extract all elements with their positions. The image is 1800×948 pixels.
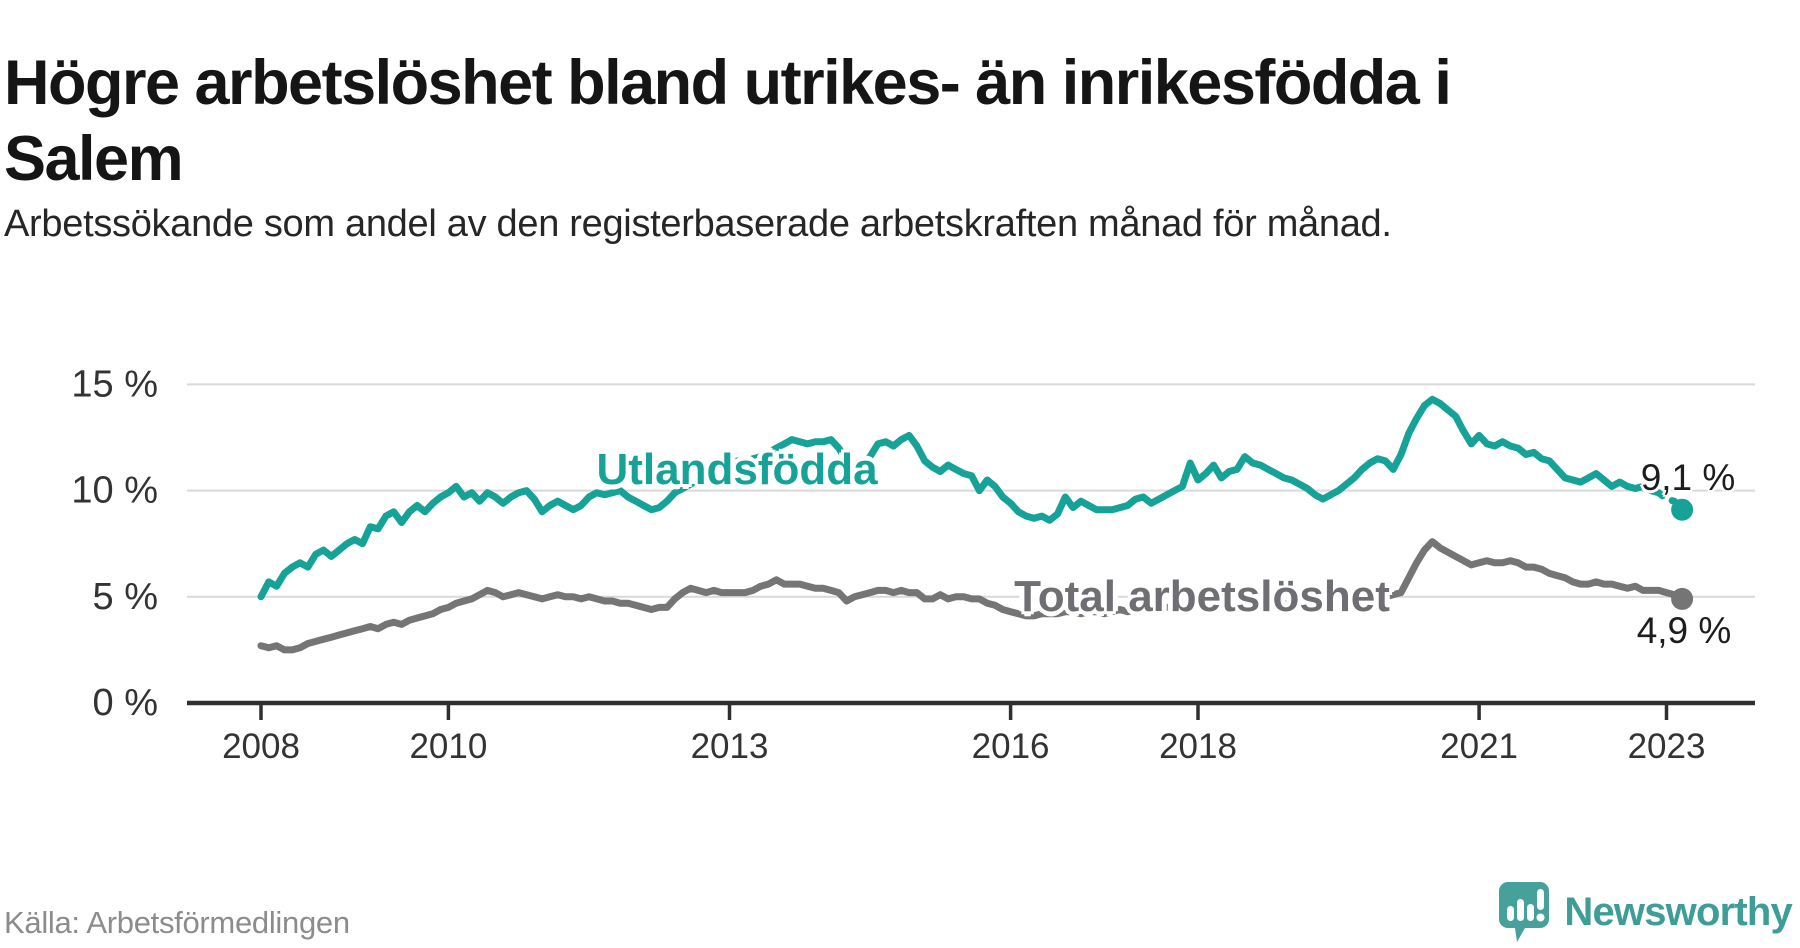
x-tick-label: 2016 [972,727,1050,766]
x-tick-label: 2010 [409,727,487,766]
end-value-label-utlandsfodda: 9,1 % [1640,457,1736,498]
newsworthy-wordmark: Newsworthy [1564,889,1792,934]
series-line-utlandsfodda [257,395,1655,601]
y-tick-label: 0 % [93,682,158,724]
x-tick-label: 2021 [1440,727,1518,766]
y-tick-label: 5 % [93,576,158,618]
series-label-utlandsfodda: Utlandsfödda [596,445,878,494]
end-dot-total [1671,587,1694,610]
x-tick-label: 2008 [222,727,300,766]
bar-chart-speech-bubble-icon [1499,882,1550,942]
y-tick-label: 10 % [71,470,158,512]
x-tick-label: 2023 [1628,727,1706,766]
source-attribution: Källa: Arbetsförmedlingen [4,905,350,940]
end-dot-utlandsfodda [1671,498,1694,521]
series-label-total-arbetsloshet: Total arbetslöshet [1014,572,1390,621]
x-tick-label: 2018 [1159,727,1237,766]
y-tick-label: 15 % [71,363,158,405]
end-value-label-total: 4,9 % [1636,610,1732,651]
newsworthy-logo: Newsworthy [1496,880,1793,944]
chart-subtitle: Arbetssökande som andel av den registerb… [4,203,1392,245]
series-line-total [257,538,1686,654]
page-title: Högre arbetslöshet bland utrikes- än inr… [4,48,1452,195]
x-tick-label: 2013 [691,727,769,766]
